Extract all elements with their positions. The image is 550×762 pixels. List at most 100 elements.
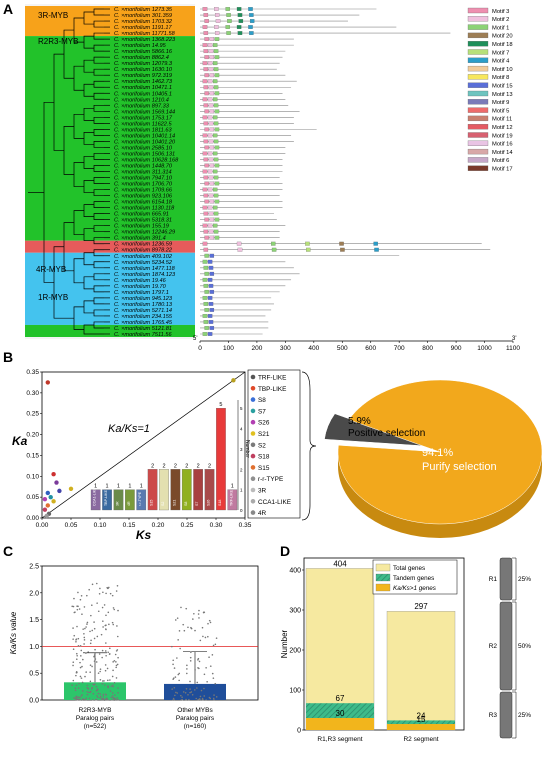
jitter-point [102,693,105,696]
gene-label: C. ×morifolium 897.33 [114,103,170,109]
motif-box [202,133,208,138]
motif-box [214,181,220,186]
gene-label: C. ×morifolium 1780.13 [114,302,173,308]
motif-box [203,229,209,234]
jitter-point [115,661,117,663]
jitter-point [215,696,218,698]
jitter-point [76,605,78,607]
inset-bar [193,469,203,511]
jitter-point [109,690,112,692]
category-label: Paralog pairs [76,715,115,722]
motif-box [271,241,276,246]
inset-bar [136,489,147,511]
inset-bar-value: 2 [197,463,200,469]
legend-marker [250,374,256,380]
jitter-point [203,611,206,614]
motif-box [207,115,213,120]
motif-box [249,31,254,35]
jitter-point [173,686,176,689]
jitter-point [76,625,78,628]
jitter-point [198,617,200,619]
gene-label: C. ×morifolium 155.19 [114,224,169,230]
jitter-point [74,611,76,613]
jitter-point [111,692,114,694]
jitter-point [87,687,90,690]
jitter-point [103,684,106,686]
motif-box [209,199,215,204]
jitter-point [72,627,74,629]
gene-label: C. ×morifolium 2585.10 [114,145,173,151]
motif-box [204,199,209,204]
gene-label: C. ×morifolium 8978.22 [114,248,173,254]
gene-label: C. ×morifolium 1765.45 [114,320,173,326]
x-tick-label: 0.15 [123,522,136,529]
legend-marker [250,386,256,391]
jitter-point [104,628,107,630]
gene-label: C. ×morifolium 1210.4 [114,97,169,103]
inset-bar [125,489,135,511]
inset-bar-value: 1 [140,484,143,490]
jitter-point [198,699,200,701]
legend-marker [250,442,256,448]
motif-box [271,247,277,252]
legend-label: CCA1-LIKE [258,499,291,506]
jitter-point [213,699,215,701]
jitter-point [204,636,207,639]
jitter-point [86,621,89,624]
category-label: R2R3-MYB [79,707,112,714]
gene-label: C. ×morifolium 311.314 [114,170,172,176]
motif-box [202,151,208,156]
y-tick-label: 0.05 [26,494,39,501]
jitter-point [80,594,83,597]
jitter-point [115,666,117,669]
jitter-point [85,671,87,673]
legend-label: Ka/Ks>1 genes [393,585,437,592]
jitter-point [176,692,179,694]
jitter-point [178,630,181,632]
jitter-point [75,695,77,698]
motif-box [208,67,214,72]
motif-legend-label: Motif 17 [492,167,513,173]
motif-legend-label: Motif 12 [492,125,513,131]
motif-box [214,235,220,240]
motif-box [204,181,209,186]
motif-box [208,49,214,54]
motif-box [208,320,214,324]
jitter-point [76,671,78,674]
gene-label: C. ×morifolium 11771.58 [114,31,176,37]
gene-labels: C. ×morifolium 1273.35C. ×morifolium 301… [114,7,179,338]
jitter-point [86,623,88,625]
motif-box [208,283,214,288]
y-tick-label: 300 [289,608,301,615]
motif-box [203,211,209,216]
gene-label: C. ×morifolium 945.123 [114,296,173,302]
jitter-point [110,696,113,699]
jitter-point [80,655,82,657]
motif-box [202,223,208,228]
jitter-point [77,637,80,640]
scatter-point [54,480,59,485]
jitter-point [86,686,88,689]
motif-box [236,7,242,11]
jitter-point [174,676,177,678]
motif-box [214,91,220,96]
jitter-point [81,665,83,668]
legend-marker [250,397,256,402]
gene-label: C. ×morifolium 301.359 [114,13,172,19]
motif-box [208,157,214,162]
motif-box [209,289,215,294]
jitter-point [109,679,111,681]
jitter-point [83,636,86,639]
gene-label: C. ×morifolium 6154.18 [114,200,173,206]
gene-label: C. ×morifolium 1811.63 [114,127,172,133]
jitter-point [96,688,99,690]
jitter-point [93,637,96,640]
jitter-point [80,677,83,679]
motif-box [209,271,215,276]
motif-box [236,25,242,29]
axis-tick-label: 600 [365,345,376,352]
scatter-point [51,472,56,477]
motif-box [204,235,209,240]
inset-bar-category: S21 [172,500,176,506]
jitter-point [104,669,107,672]
